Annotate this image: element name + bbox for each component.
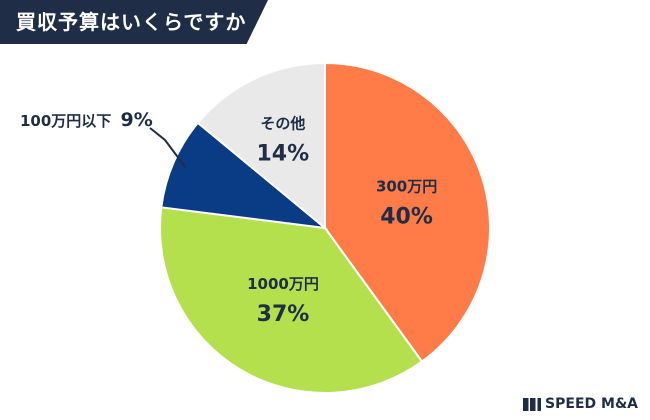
slice-value-label: 40% <box>380 204 433 229</box>
callout-line <box>149 127 187 169</box>
slice-label: 1000万円 <box>247 275 319 293</box>
pie-slice <box>196 61 326 231</box>
slice-label: 100万円以下 9% <box>20 109 153 131</box>
slice-value-label: 37% <box>257 302 310 327</box>
brand-logo: SPEED M&A <box>523 396 638 412</box>
chart-title: 買収予算はいくらですか <box>16 10 247 34</box>
pie-slice <box>159 206 424 394</box>
pie-slice <box>324 61 491 363</box>
pie-slice <box>160 121 329 230</box>
title-banner <box>0 0 268 44</box>
brand-mark-icon <box>523 397 542 411</box>
brand-name: SPEED M&A <box>545 396 638 412</box>
slice-label: 300万円 <box>376 177 437 195</box>
slice-value-label: 14% <box>257 141 310 166</box>
slice-label: その他 <box>260 114 305 132</box>
